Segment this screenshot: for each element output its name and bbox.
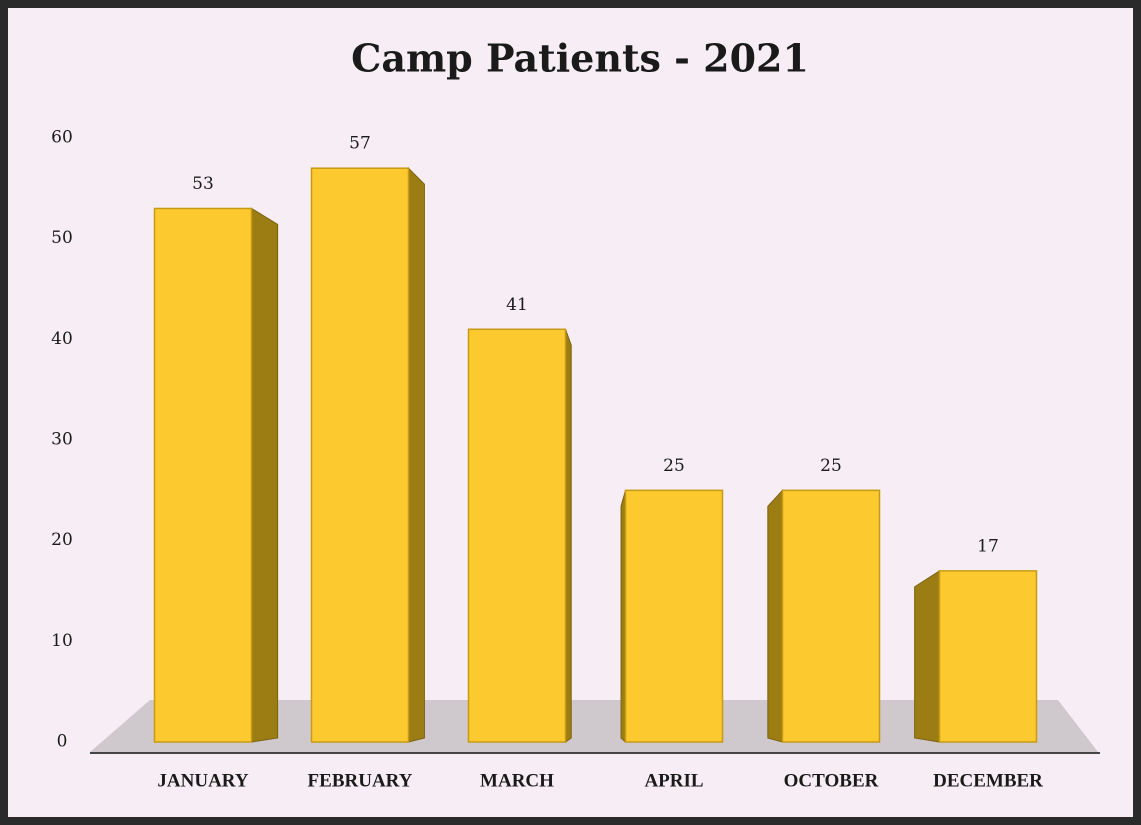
data-label: 41	[506, 295, 528, 315]
data-label: 53	[192, 174, 214, 194]
x-tick-label: MARCH	[480, 770, 554, 791]
data-label: 25	[663, 456, 685, 476]
y-tick-label: 0	[57, 732, 68, 752]
y-tick-label: 40	[51, 329, 73, 349]
y-tick-label: 20	[51, 530, 73, 550]
chart-title: Camp Patients - 2021	[351, 36, 809, 81]
bar-side	[914, 569, 940, 743]
x-tick-label: DECEMBER	[933, 770, 1043, 791]
y-tick-label: 60	[51, 128, 73, 148]
y-tick-label: 30	[51, 430, 73, 450]
bar-side	[767, 489, 783, 743]
y-tick-label: 50	[51, 228, 73, 248]
data-label: 57	[349, 134, 371, 154]
x-tick-label: OCTOBER	[784, 770, 879, 791]
bar	[624, 489, 724, 743]
bar	[781, 489, 881, 743]
bar-side	[408, 166, 425, 743]
x-tick-label: JANUARY	[157, 770, 248, 791]
bar	[153, 207, 253, 743]
bar	[467, 328, 567, 743]
bar	[938, 570, 1038, 743]
bar	[310, 167, 410, 743]
bar-side	[565, 329, 572, 743]
bar-side	[251, 207, 279, 743]
y-tick-label: 10	[51, 631, 73, 651]
x-tick-label: FEBRUARY	[308, 770, 413, 791]
x-tick-label: APRIL	[644, 770, 703, 791]
data-label: 25	[820, 456, 842, 476]
data-label: 17	[977, 536, 999, 556]
